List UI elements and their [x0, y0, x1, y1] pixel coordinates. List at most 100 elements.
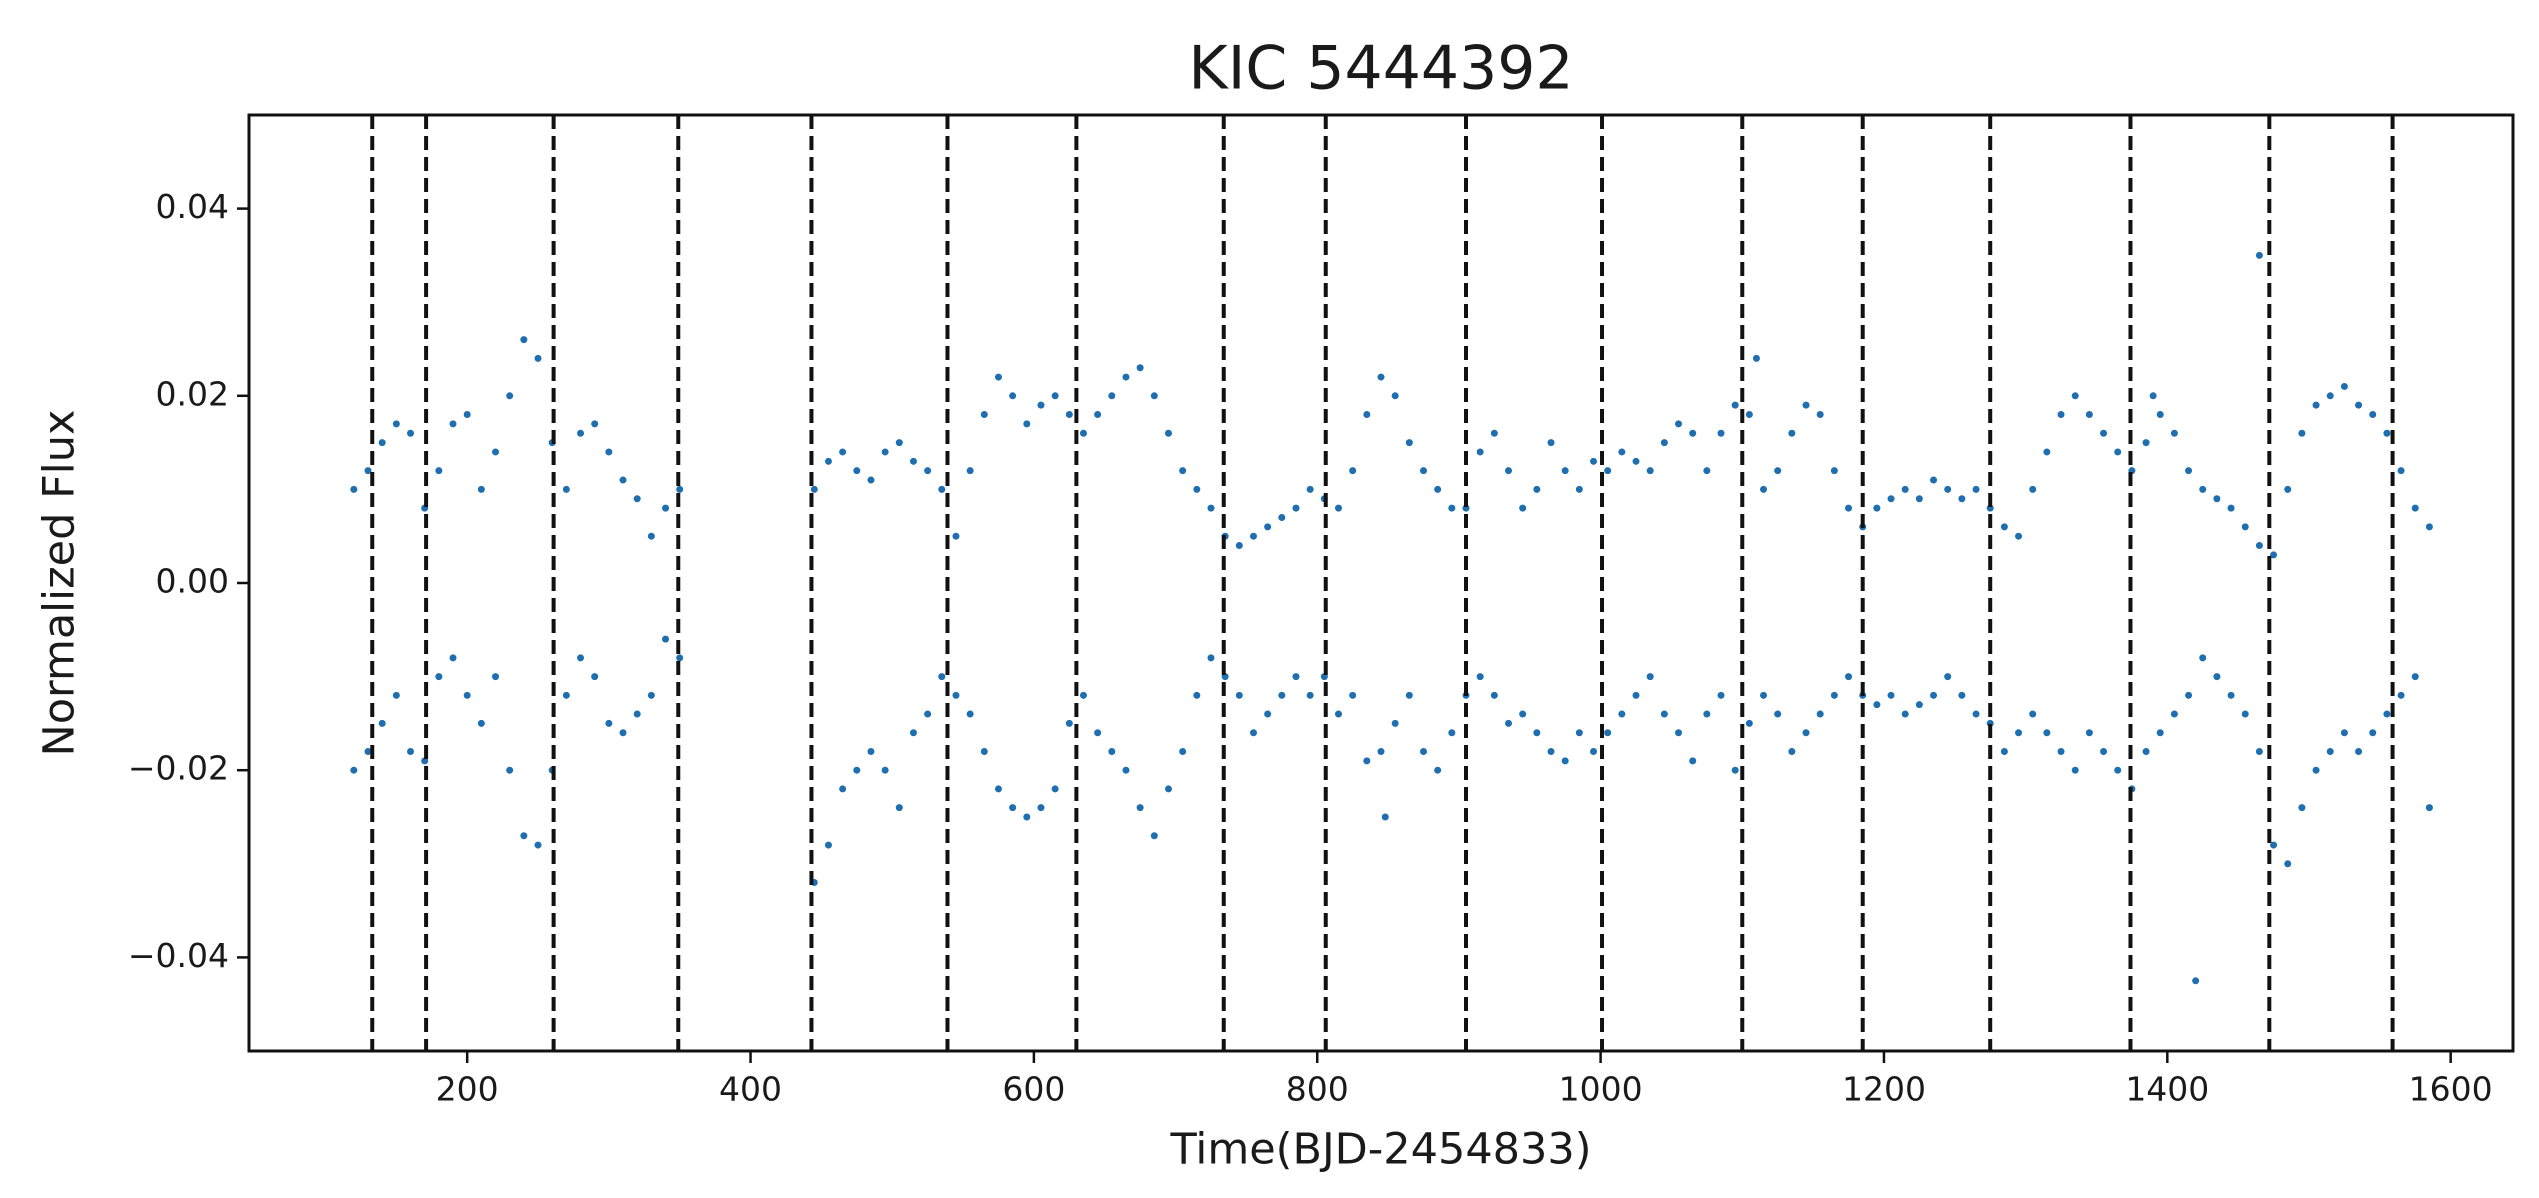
- data-point: [1292, 673, 1300, 681]
- y-tick-label: −0.02: [128, 749, 229, 788]
- data-point: [1122, 373, 1130, 381]
- data-point: [1731, 766, 1739, 774]
- data-point: [1873, 504, 1881, 512]
- data-point: [1065, 719, 1073, 727]
- data-point: [1448, 729, 1456, 737]
- data-point: [1887, 495, 1895, 503]
- data-point: [1752, 354, 1760, 362]
- data-point: [938, 485, 946, 493]
- data-point: [1490, 691, 1498, 699]
- data-point: [1958, 691, 1966, 699]
- data-point: [839, 448, 847, 456]
- data-point: [1873, 701, 1881, 709]
- data-point: [1249, 532, 1257, 540]
- data-point: [2057, 747, 2065, 755]
- data-point: [2255, 747, 2263, 755]
- data-point: [2298, 429, 2306, 437]
- data-point: [2029, 710, 2037, 718]
- data-point: [633, 710, 641, 718]
- data-point: [2241, 523, 2249, 531]
- y-tick-label: 0.04: [156, 187, 229, 226]
- x-tick-label: 1200: [1842, 1070, 1926, 1109]
- y-tick-label: 0.00: [156, 562, 229, 601]
- data-point: [520, 336, 528, 344]
- data-point: [1802, 729, 1810, 737]
- data-point: [364, 747, 372, 755]
- data-point: [2185, 691, 2193, 699]
- data-point: [1845, 504, 1853, 512]
- data-point: [1306, 691, 1314, 699]
- data-point: [1278, 691, 1286, 699]
- data-point: [2383, 429, 2391, 437]
- data-point: [392, 420, 400, 428]
- data-point: [2029, 485, 2037, 493]
- data-point: [994, 785, 1002, 793]
- data-point: [463, 411, 471, 419]
- data-point: [1915, 495, 1923, 503]
- data-point: [1349, 467, 1357, 475]
- data-point: [2000, 747, 2008, 755]
- data-point: [633, 495, 641, 503]
- data-point: [1023, 420, 1031, 428]
- data-point: [2142, 747, 2150, 755]
- data-point: [2284, 860, 2292, 868]
- data-point: [1901, 485, 1909, 493]
- data-point: [2355, 401, 2363, 409]
- data-point: [2411, 673, 2419, 681]
- data-point: [534, 354, 542, 362]
- data-point: [2192, 977, 2200, 985]
- data-point: [1108, 392, 1116, 400]
- data-point: [909, 729, 917, 737]
- data-point: [1533, 729, 1541, 737]
- data-point: [2227, 691, 2235, 699]
- data-point: [952, 532, 960, 540]
- data-point: [1405, 439, 1413, 447]
- data-point: [1420, 747, 1428, 755]
- data-point: [2170, 429, 2178, 437]
- data-point: [1632, 457, 1640, 465]
- data-point: [619, 729, 627, 737]
- data-point: [980, 747, 988, 755]
- data-point: [2227, 504, 2235, 512]
- data-point: [477, 485, 485, 493]
- data-point: [2270, 841, 2278, 849]
- data-point: [1476, 448, 1484, 456]
- data-point: [662, 635, 670, 643]
- data-point: [506, 392, 514, 400]
- data-point: [1703, 710, 1711, 718]
- data-point: [1760, 691, 1768, 699]
- data-point: [881, 448, 889, 456]
- data-point: [2085, 411, 2093, 419]
- data-point: [1249, 729, 1257, 737]
- data-point: [2312, 766, 2320, 774]
- data-point: [1377, 373, 1385, 381]
- data-point: [1618, 448, 1626, 456]
- data-point: [1972, 485, 1980, 493]
- data-point: [2043, 448, 2051, 456]
- data-point: [1717, 691, 1725, 699]
- data-point: [2312, 401, 2320, 409]
- data-point: [1207, 504, 1215, 512]
- data-point: [1334, 710, 1342, 718]
- data-point: [824, 841, 832, 849]
- data-point: [824, 457, 832, 465]
- data-point: [1349, 691, 1357, 699]
- data-point: [2326, 747, 2334, 755]
- data-point: [867, 476, 875, 484]
- data-point: [2057, 411, 2065, 419]
- data-point: [2369, 729, 2377, 737]
- data-point: [1505, 719, 1513, 727]
- data-point: [2156, 411, 2164, 419]
- data-point: [2199, 485, 2207, 493]
- data-point: [2255, 251, 2263, 259]
- data-point: [1051, 392, 1059, 400]
- data-point: [938, 673, 946, 681]
- data-point: [2383, 710, 2391, 718]
- data-point: [591, 420, 599, 428]
- data-point: [1646, 467, 1654, 475]
- data-point: [1561, 757, 1569, 765]
- data-point: [520, 832, 528, 840]
- data-point: [1930, 476, 1938, 484]
- data-point: [591, 673, 599, 681]
